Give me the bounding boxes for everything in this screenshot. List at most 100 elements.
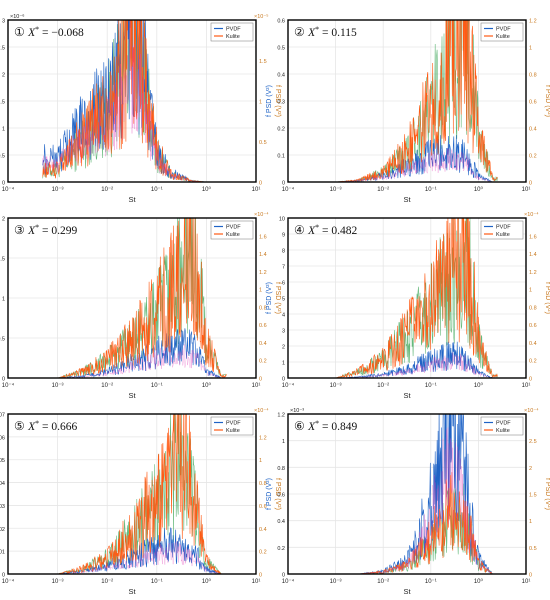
y-tick-label-right: 2 [529, 466, 532, 472]
y-tick-label-left: 0.05 [0, 458, 5, 464]
y-axis-label-right: f PSD (V²) [544, 85, 550, 117]
series-line-kulite [42, 414, 227, 574]
y-tick-label-left: 0 [282, 181, 285, 187]
y-tick-label-right: 1.6 [259, 234, 267, 240]
y-tick-label-left: 1.5 [0, 100, 5, 106]
y-tick-label-left: 1 [282, 439, 285, 445]
right-axis-multiplier: ×10⁻⁴ [524, 211, 539, 218]
y-tick-label-right: 1.2 [259, 270, 267, 276]
legend-label-kulite: Kulite [496, 428, 510, 434]
x-axis-label: St [128, 195, 136, 204]
x-tick-label: 10⁻³ [330, 383, 342, 389]
series-line-pvdf [42, 20, 212, 182]
y-tick-label-left: 0.1 [277, 154, 285, 160]
y-axis-label-right: f PSD (V²) [544, 478, 550, 510]
x-tick-label: 10⁻¹ [425, 187, 437, 193]
x-tick-label: 10⁻² [377, 579, 389, 585]
annotation-superscript: * [35, 25, 39, 34]
x-axis-label: St [403, 391, 411, 400]
series-line-pvdf [42, 527, 227, 574]
y-tick-label-left: 0.06 [0, 435, 5, 441]
series-line-kulite [321, 20, 498, 182]
panel-number: ② [294, 25, 308, 39]
x-tick-label: 10⁻³ [52, 579, 64, 585]
legend-label-kulite: Kulite [496, 232, 510, 238]
series-layer [42, 414, 227, 574]
y-tick-label-right: 1.6 [529, 234, 537, 240]
x-tick-label: 10¹ [522, 579, 531, 585]
x-tick-label: 10⁻⁴ [282, 382, 295, 389]
series-line-kulite [321, 218, 498, 378]
x-tick-label: 10⁻⁴ [282, 186, 295, 193]
x-tick-label: 10⁻¹ [425, 579, 437, 585]
y-axis-label-right: f PSD (V²) [544, 282, 550, 314]
plot-frame [7, 413, 257, 575]
right-axis-multiplier: ×10⁻⁴ [254, 211, 269, 218]
y-tick-label-left: 0.4 [277, 519, 285, 525]
annotation-value: = 0.115 [319, 27, 357, 39]
y-tick-label-left: 2 [2, 73, 5, 79]
x-tick-label: 10⁻² [101, 383, 113, 389]
plot-frame [287, 19, 527, 183]
y-tick-label-right: 0.2 [529, 154, 537, 160]
y-tick-label-left: 7 [282, 265, 285, 271]
x-tick-label: 10⁻⁴ [2, 578, 15, 585]
y-axis-label-left: f PSD (V²) [266, 282, 273, 314]
x-tick-label: 10⁻² [377, 187, 389, 193]
series-line-pvdf [321, 414, 498, 574]
x-tick-label: 10⁻³ [330, 187, 342, 193]
series-line-aux2 [42, 20, 212, 182]
series-layer [42, 20, 212, 182]
x-tick-label: 10⁰ [474, 186, 484, 193]
y-tick-label-right: 0.4 [529, 341, 537, 347]
y-tick-label-right: 0.2 [529, 359, 537, 365]
x-tick-label: 10¹ [522, 383, 531, 389]
panel-annotation: ⑤ X* = 0.666 [14, 419, 77, 433]
y-tick-label-right: 0.6 [259, 504, 267, 510]
y-tick-label-left: 0.5 [0, 154, 5, 160]
panel-annotation: ④ X* = 0.482 [294, 223, 357, 237]
legend-label-pvdf: PVDF [226, 225, 241, 231]
y-tick-label-left: 3 [2, 19, 5, 25]
plot-frame [7, 19, 257, 183]
right-axis-multiplier: ×10⁻⁵ [254, 13, 269, 20]
annotation-superscript: * [315, 419, 319, 428]
legend-label-pvdf: PVDF [496, 225, 511, 231]
panel-annotation: ③ X* = 0.299 [14, 223, 77, 237]
plot-frame [287, 217, 527, 379]
legend-label-pvdf: PVDF [496, 27, 511, 33]
annotation-variable: X [307, 27, 316, 39]
y-tick-label-left: 9 [282, 233, 285, 239]
x-tick-label: 10⁻¹ [151, 579, 163, 585]
y-tick-label-right: 1.5 [259, 59, 267, 65]
x-tick-label: 10⁰ [474, 578, 484, 585]
panel-number: ⑤ [14, 419, 28, 433]
right-axis-multiplier: ×10⁻⁴ [254, 407, 269, 414]
x-tick-label: 10⁻² [101, 579, 113, 585]
y-axis-label-right: f PSD (V²) [274, 478, 281, 510]
x-tick-label: 10⁻⁴ [2, 382, 15, 389]
annotation-variable: X [307, 225, 316, 237]
x-axis-label: St [128, 391, 136, 400]
y-tick-label-left: 3 [282, 329, 285, 335]
chart-panel-6: 0 0.2 0.4 0.6 0.8 1 1.2 0 0.5 1 1.5 2 2.5 ×10⁻³ ×10⁻⁴ 1… [266, 407, 550, 596]
panel-number: ① [14, 25, 28, 39]
x-tick-label: 10⁰ [202, 382, 212, 389]
y-tick-label-left: 0.6 [277, 493, 285, 499]
chart-panel-5: 0 0.01 0.02 0.03 0.04 0.05 0.06 0.07 0 0.2 0.4 0.6 0… [0, 407, 281, 596]
y-tick-label-left: 0 [2, 181, 5, 187]
right-axis-multiplier: ×10⁻⁴ [524, 407, 539, 414]
legend-label-kulite: Kulite [226, 34, 240, 40]
y-tick-label-left: 0.02 [0, 527, 5, 533]
y-tick-label-right: 1 [529, 46, 532, 52]
y-tick-label-right: 0 [259, 181, 262, 187]
y-tick-label-left: 0.5 [0, 337, 5, 343]
y-tick-label-left: 5 [282, 297, 285, 303]
y-tick-label-left: 1 [282, 361, 285, 367]
annotation-value: = −0.068 [39, 27, 84, 39]
